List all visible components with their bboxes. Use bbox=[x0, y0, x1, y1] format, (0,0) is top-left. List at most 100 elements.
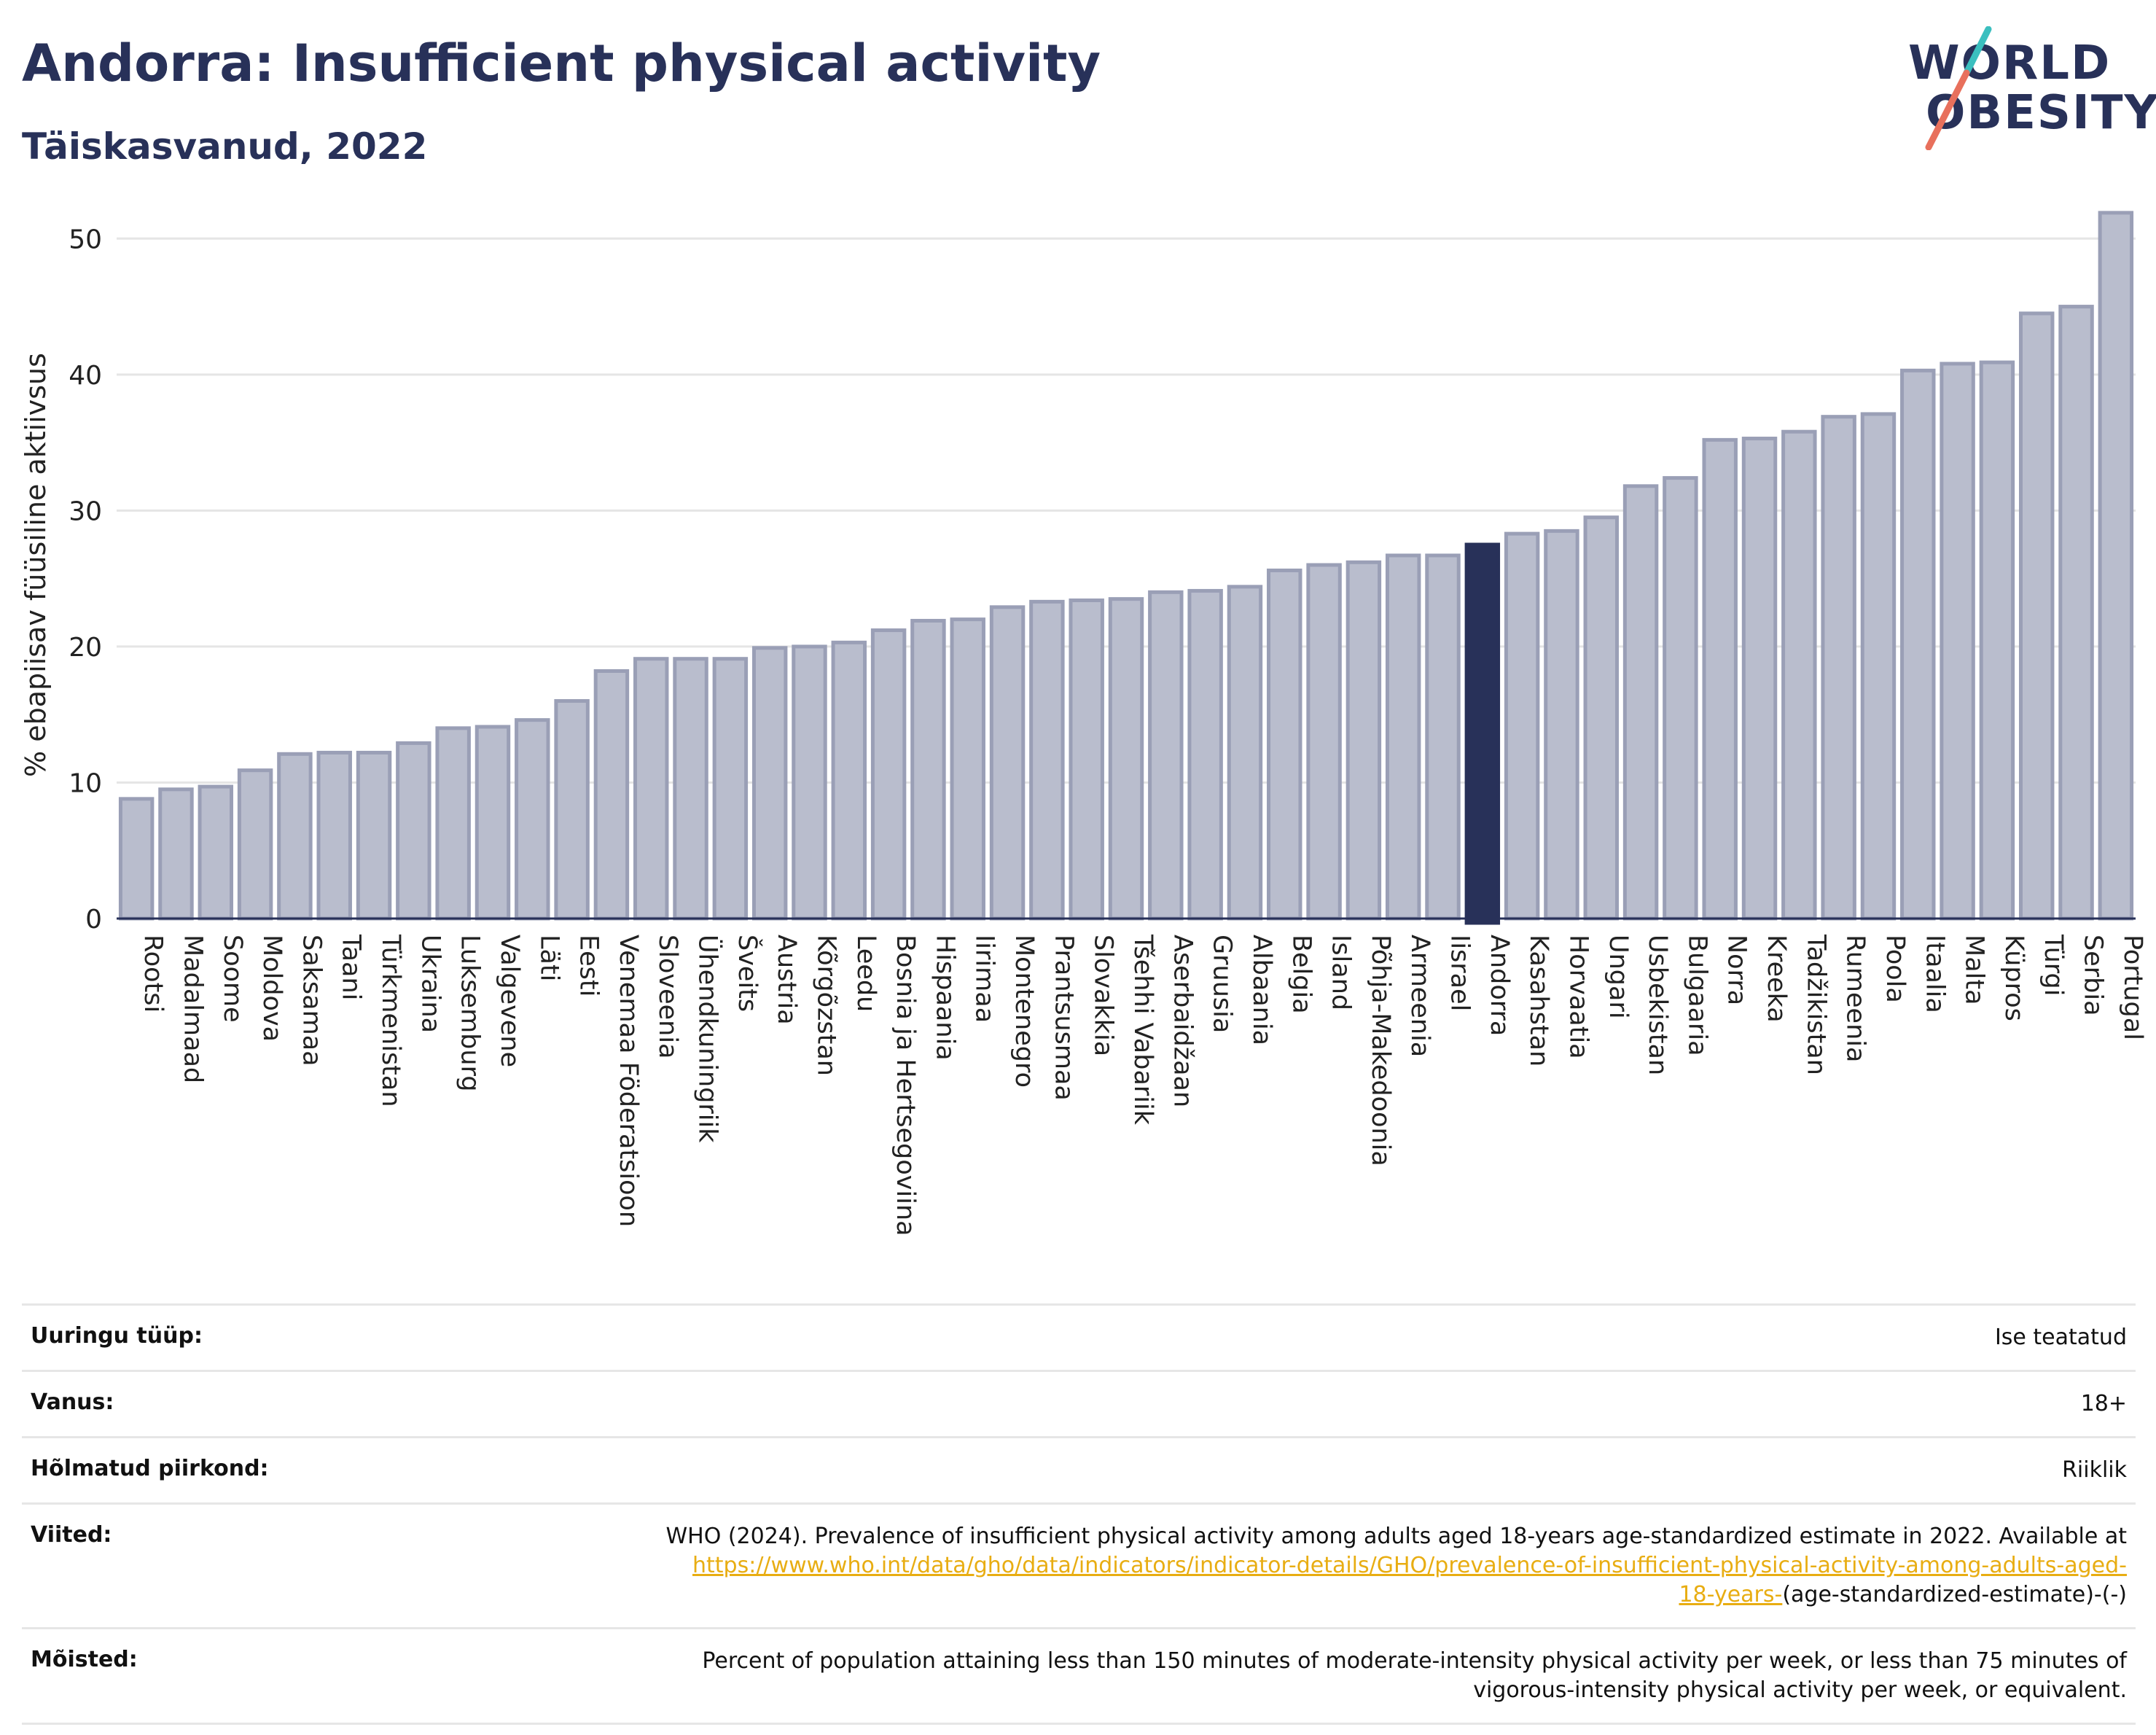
x-tick-label: Portugal bbox=[2118, 935, 2147, 1040]
bar-prantsusmaa bbox=[1029, 599, 1065, 921]
bar-k-pros bbox=[1979, 360, 2015, 921]
x-tick-label: Šveits bbox=[733, 935, 763, 1012]
x-tick-label: Eesti bbox=[574, 935, 604, 997]
y-axis-ticks: 0 10 20 30 40 50 bbox=[69, 225, 102, 935]
x-tick-label: Ungari bbox=[1604, 935, 1633, 1019]
x-tick-label: Austria bbox=[772, 935, 801, 1025]
y-tick-label: 50 bbox=[69, 225, 102, 254]
meta-value-region: Riiklik bbox=[2062, 1457, 2127, 1483]
bar-norra bbox=[1702, 437, 1738, 921]
bar-andorra bbox=[1464, 542, 1501, 925]
bar-poola bbox=[1860, 412, 1897, 921]
bar-rumeenia bbox=[1821, 415, 1856, 921]
x-tick-label: Itaalia bbox=[1920, 935, 1949, 1013]
bar-soome bbox=[198, 784, 234, 921]
bar-aserbaid-aan bbox=[1148, 590, 1184, 921]
bar-venemaa-f-deratsioon bbox=[593, 669, 630, 921]
bar-serbia bbox=[2058, 305, 2094, 921]
x-tick-label: Slovakkia bbox=[1089, 935, 1118, 1056]
meta-row-definitions: Mõisted: Percent of population attaining… bbox=[22, 1627, 2136, 1725]
y-tick-label: 0 bbox=[85, 905, 102, 935]
x-tick-label: Gruusia bbox=[1208, 935, 1237, 1033]
bar-k-rg-zstan bbox=[792, 644, 827, 921]
chart-title: Andorra: Insufficient physical activity bbox=[22, 34, 1101, 93]
bar-hispaania bbox=[910, 618, 946, 921]
bar-horvaatia bbox=[1544, 529, 1579, 921]
x-tick-label: Hispaania bbox=[930, 935, 959, 1061]
definitions-line2: vigorous-intensity physical activity per… bbox=[1473, 1677, 2127, 1703]
x-tick-label: Bulgaaria bbox=[1682, 935, 1711, 1056]
meta-label-survey-type: Uuringu tüüp: bbox=[31, 1323, 203, 1349]
x-tick-label: Malta bbox=[1960, 935, 1989, 1005]
bar-saksamaa bbox=[277, 752, 313, 921]
x-tick-label: Ühendkuningriik bbox=[693, 935, 724, 1143]
x-tick-label: Serbia bbox=[2079, 935, 2108, 1016]
bar-t-ehhi-vabariik bbox=[1108, 597, 1144, 921]
references-link[interactable]: https://www.who.int/data/gho/data/indica… bbox=[692, 1553, 2127, 1578]
x-tick-label: Tadžikistan bbox=[1801, 934, 1830, 1075]
bar-island bbox=[1306, 563, 1342, 921]
references-link-continued[interactable]: 18-years- bbox=[1679, 1582, 1783, 1607]
bar-kreeka bbox=[1741, 437, 1778, 921]
meta-row-region: Hõlmatud piirkond: Riiklik bbox=[22, 1436, 2136, 1502]
references-text: WHO (2024). Prevalence of insufficient p… bbox=[665, 1524, 2127, 1549]
bar-albaania bbox=[1227, 585, 1263, 921]
definitions-line1: Percent of population attaining less tha… bbox=[702, 1648, 2127, 1674]
x-tick-label: Aserbaidžaan bbox=[1168, 935, 1197, 1107]
bar-p-hja-makedoonia bbox=[1345, 560, 1382, 921]
x-tick-label: Ukraina bbox=[415, 935, 445, 1033]
references-suffix: (age-standardized-estimate)-(-) bbox=[1782, 1582, 2127, 1607]
metadata-table: Uuringu tüüp: Ise teatatud Vanus: 18+ Hõ… bbox=[22, 1303, 2136, 1725]
x-tick-label: Türgi bbox=[2039, 934, 2068, 996]
bar-chart: 0 10 20 30 40 50 Rootsi Madalmaad Soome Moldova S… bbox=[20, 211, 2147, 1236]
x-tick-label: Kõrgõzstan bbox=[811, 935, 840, 1076]
y-tick-label: 40 bbox=[69, 361, 102, 391]
bar-t-rkmenistan bbox=[356, 750, 392, 921]
bar-leedu bbox=[831, 640, 867, 921]
y-tick-label: 20 bbox=[69, 633, 102, 663]
y-axis-title: % ebapiisav füüsiline aktiivsus bbox=[20, 353, 52, 777]
logo-word-world: WORLD bbox=[1908, 36, 2112, 90]
logo-word-obesity: OBESITY bbox=[1926, 86, 2156, 140]
x-tick-label: Prantsusmaa bbox=[1049, 935, 1078, 1101]
meta-value-references: WHO (2024). Prevalence of insufficient p… bbox=[665, 1522, 2127, 1610]
meta-value-age: 18+ bbox=[2080, 1391, 2127, 1416]
x-tick-label: Iisrael bbox=[1445, 935, 1475, 1011]
meta-value-survey-type: Ise teatatud bbox=[1994, 1325, 2127, 1350]
y-tick-label: 10 bbox=[69, 768, 102, 798]
bar--hendkuningriik bbox=[673, 657, 708, 921]
x-tick-label: Bosnia ja Hertsegoviina bbox=[891, 935, 920, 1236]
bar--veits bbox=[712, 657, 749, 921]
meta-label-region: Hõlmatud piirkond: bbox=[31, 1456, 269, 1481]
x-tick-label: Taani bbox=[337, 934, 366, 1000]
bar-iirimaa bbox=[950, 617, 985, 921]
bar-armeenia bbox=[1385, 553, 1421, 921]
x-tick-label: Venemaa Föderatsioon bbox=[614, 935, 643, 1227]
x-tick-label: Valgevene bbox=[495, 935, 524, 1067]
bar-iisrael bbox=[1425, 553, 1461, 921]
x-tick-label: Madalmaad bbox=[178, 935, 207, 1083]
bar-montenegro bbox=[989, 605, 1026, 921]
x-tick-label: Andorra bbox=[1485, 935, 1514, 1036]
x-tick-label: Luksemburg bbox=[456, 935, 485, 1092]
x-tick-label: Rumeenia bbox=[1841, 935, 1870, 1062]
bar-malta bbox=[1940, 362, 1975, 921]
logo-slash-icon bbox=[1925, 26, 1992, 150]
x-tick-label: Armeenia bbox=[1405, 935, 1434, 1057]
meta-label-age: Vanus: bbox=[31, 1389, 114, 1415]
meta-row-age: Vanus: 18+ bbox=[22, 1370, 2136, 1436]
x-tick-label: Läti bbox=[534, 935, 563, 981]
bars bbox=[118, 211, 2134, 925]
x-tick-label: Soome bbox=[218, 935, 247, 1023]
bar-valgevene bbox=[474, 725, 511, 921]
bar-bulgaaria bbox=[1663, 476, 1698, 921]
x-tick-label: Küpros bbox=[1999, 935, 2028, 1021]
x-tick-label: Leedu bbox=[851, 935, 880, 1012]
x-tick-label: Montenegro bbox=[1009, 935, 1039, 1088]
x-tick-label: Belgia bbox=[1286, 935, 1316, 1014]
meta-row-survey-type: Uuringu tüüp: Ise teatatud bbox=[22, 1303, 2136, 1370]
meta-label-definitions: Mõisted: bbox=[31, 1647, 138, 1672]
x-tick-label: Usbekistan bbox=[1643, 935, 1672, 1075]
x-tick-label: Tšehhi Vabariik bbox=[1128, 934, 1157, 1126]
x-tick-label: Saksamaa bbox=[297, 935, 326, 1067]
